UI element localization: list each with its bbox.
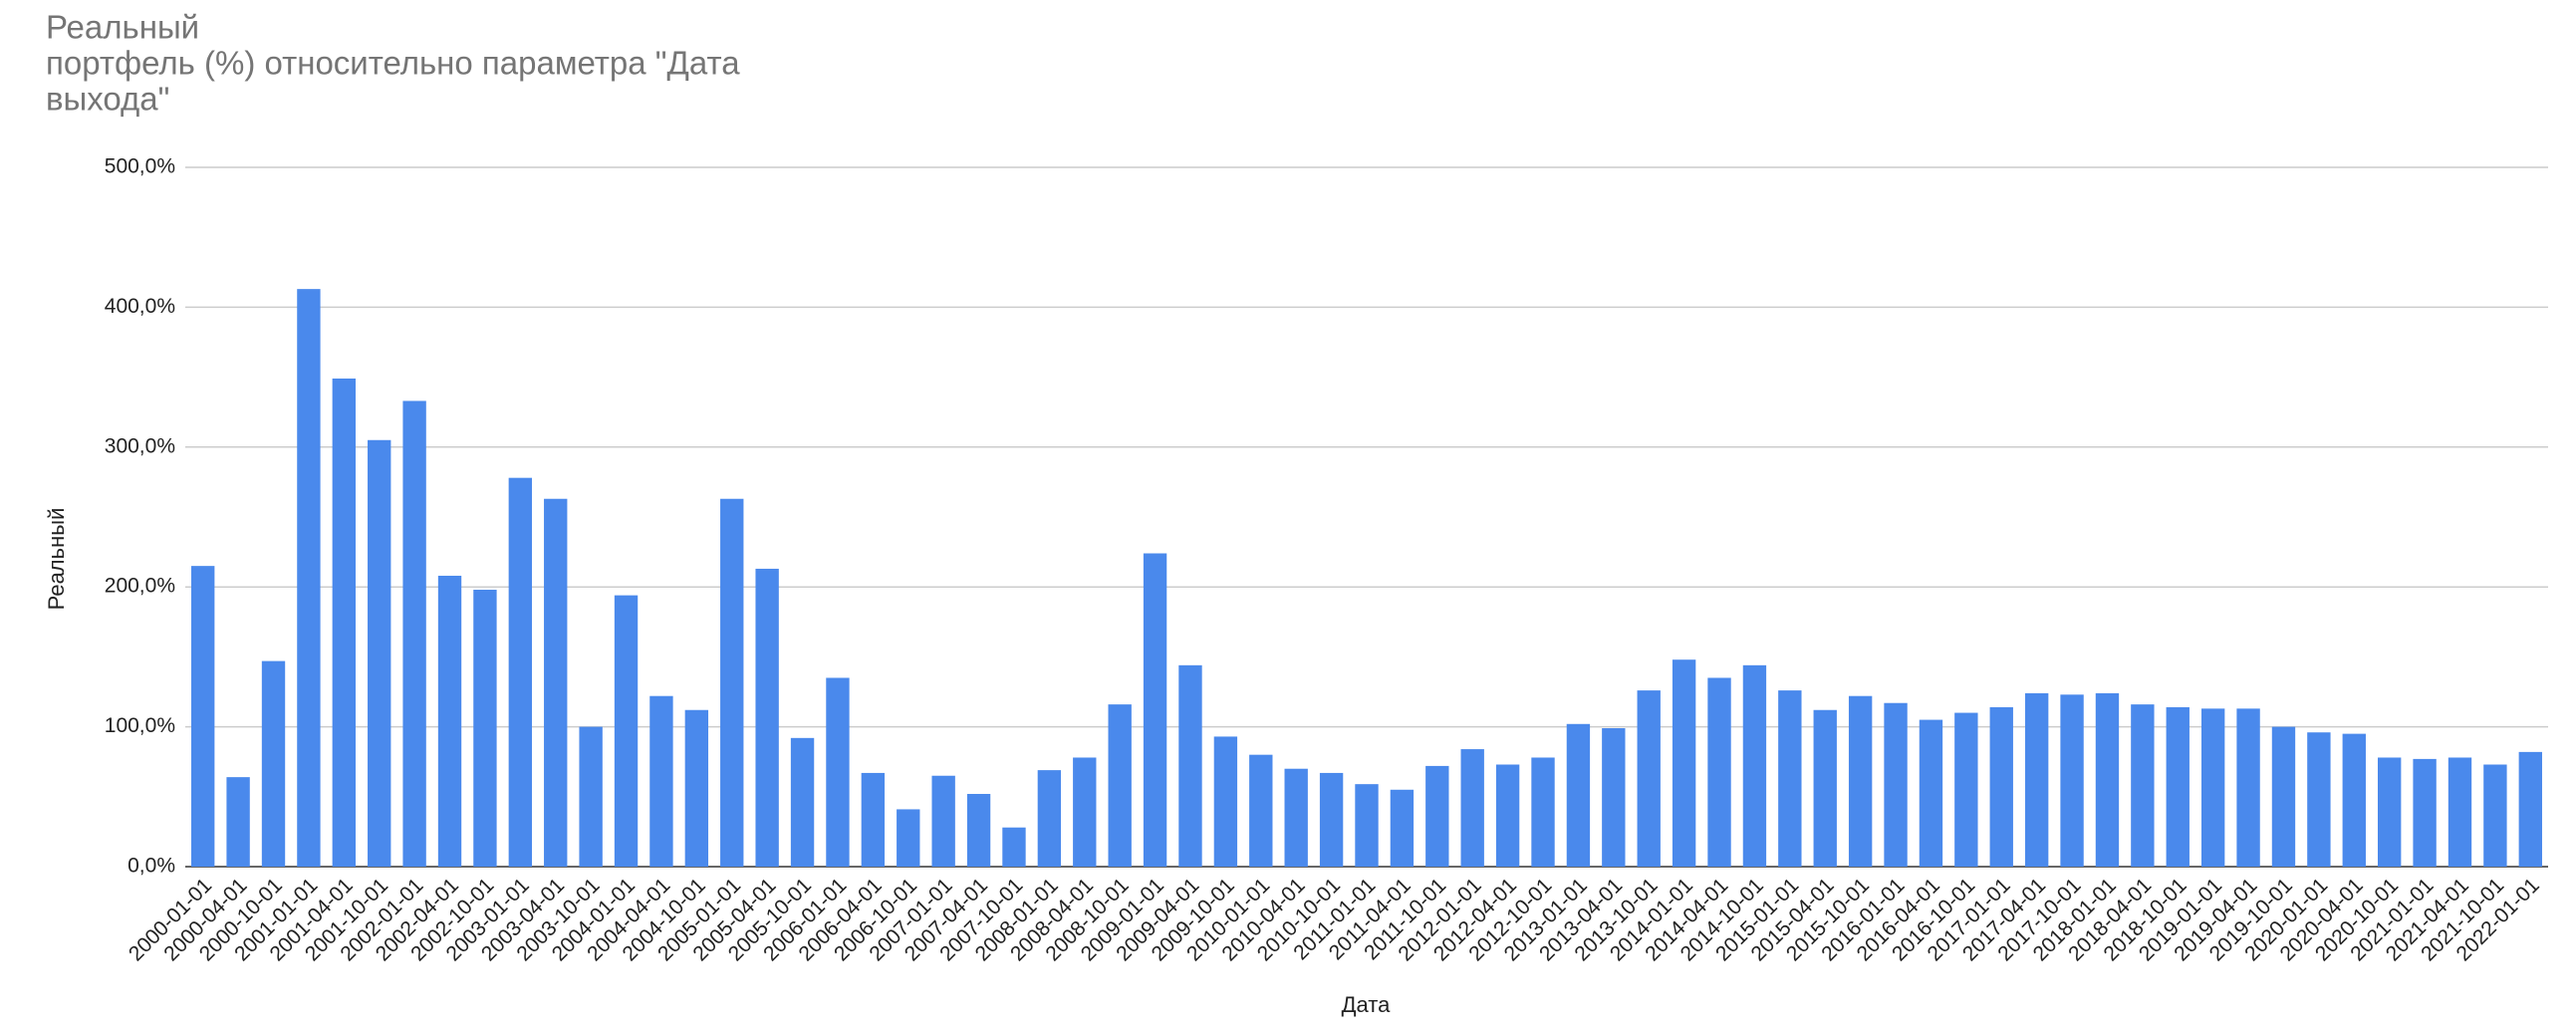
bar [1037, 770, 1062, 867]
bar [1213, 736, 1238, 867]
bar [1778, 690, 1802, 867]
bar [2518, 751, 2542, 867]
bar [1637, 690, 1661, 867]
bar [1002, 827, 1026, 867]
bar [1813, 709, 1837, 867]
bar [1284, 768, 1308, 867]
bar [2413, 758, 2437, 867]
y-tick-label: 400,0% [105, 295, 175, 318]
bar [1355, 784, 1379, 867]
bar [1143, 553, 1167, 867]
bar [1390, 789, 1415, 867]
bar [544, 498, 568, 867]
bar [579, 726, 603, 867]
bar [1707, 677, 1731, 867]
bar [1319, 772, 1344, 867]
bar [1884, 702, 1908, 867]
chart-title: выхода" [46, 81, 169, 118]
x-axis-title: Дата [1342, 992, 1391, 1017]
bar [1672, 659, 1696, 867]
bar [2307, 732, 2331, 867]
bar [1460, 749, 1484, 867]
bar [2236, 708, 2260, 867]
bar [931, 775, 955, 867]
bar [332, 379, 356, 867]
y-tick-label: 500,0% [105, 155, 175, 178]
bar [1954, 712, 1978, 867]
bar [1848, 695, 1873, 867]
bar [1989, 706, 2013, 867]
bar [966, 793, 991, 867]
bar [1249, 754, 1273, 867]
bar [1108, 704, 1132, 867]
bar [2095, 692, 2120, 867]
bar [2166, 706, 2190, 867]
bar [1566, 723, 1591, 867]
bar [2131, 704, 2155, 867]
bar [1602, 728, 1626, 867]
bar [861, 772, 886, 867]
bar [261, 660, 286, 867]
chart-title: Реальный [46, 9, 199, 46]
bar [2024, 692, 2049, 867]
bar [826, 677, 850, 867]
bar [191, 566, 215, 867]
bar [2342, 733, 2366, 867]
bar [755, 568, 779, 867]
bar [368, 439, 391, 867]
bar [614, 595, 639, 867]
bar [649, 695, 673, 867]
bar [402, 400, 426, 867]
bar [684, 709, 709, 867]
bar [297, 289, 321, 867]
y-tick-label: 300,0% [105, 434, 175, 457]
bar [437, 575, 462, 867]
bar [2483, 764, 2507, 867]
y-axis-title: Реальный [44, 508, 69, 611]
bar [1919, 719, 1943, 867]
chart-title: портфель (%) относительно параметра "Дат… [46, 45, 740, 82]
bar [1742, 664, 1767, 867]
bar [1425, 765, 1449, 867]
bar [2271, 726, 2296, 867]
bar [2447, 757, 2472, 867]
bar [473, 590, 497, 867]
bar [1495, 764, 1520, 867]
bar [1531, 757, 1555, 867]
bar [2200, 708, 2225, 867]
y-tick-label: 100,0% [105, 714, 175, 737]
bar [1178, 664, 1202, 867]
bar [508, 477, 533, 867]
y-tick-label: 0,0% [128, 855, 175, 878]
bar [1073, 757, 1097, 867]
bar [2378, 757, 2402, 867]
bar [790, 737, 815, 867]
bar [226, 777, 250, 867]
bar [897, 809, 920, 867]
y-tick-label: 200,0% [105, 575, 175, 598]
bar [2060, 694, 2084, 867]
bar [720, 498, 744, 867]
